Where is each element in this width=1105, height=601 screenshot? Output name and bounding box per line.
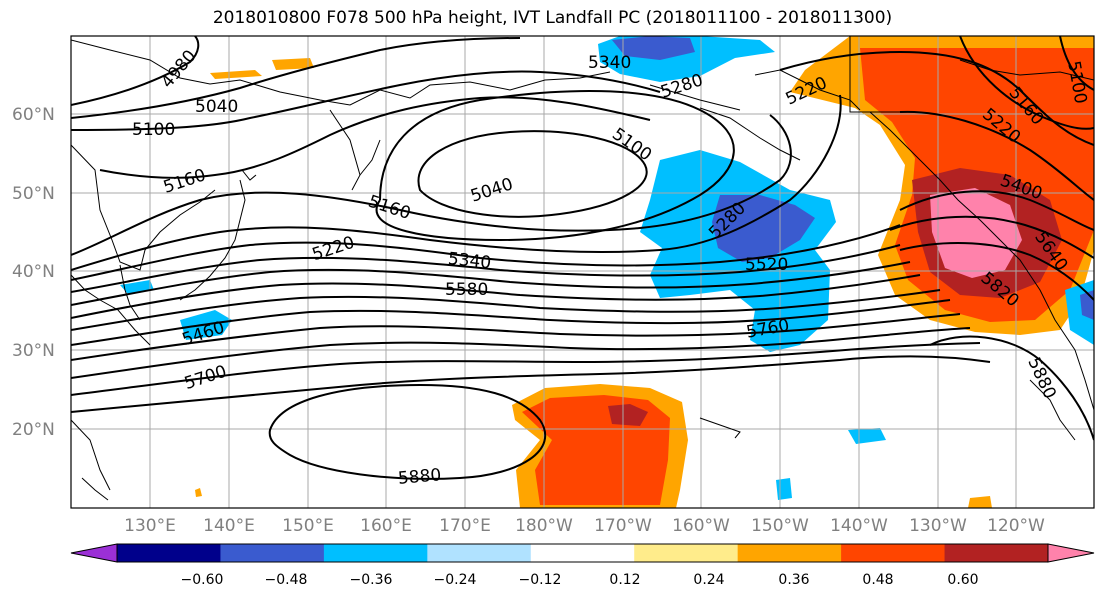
colorbar-labels: −0.60 −0.48 −0.36 −0.24 −0.12 0.12 0.24 … — [181, 572, 979, 588]
lat-label: 50°N — [12, 184, 55, 204]
colorbar-segment — [634, 544, 739, 562]
colorbar-tick-label: 0.24 — [693, 572, 724, 588]
lon-label: 180°W — [515, 516, 573, 536]
colorbar-segment — [117, 544, 221, 562]
lon-label: 130°E — [124, 516, 176, 536]
lon-label: 150°E — [282, 516, 334, 536]
contour-label: 5880 — [397, 465, 442, 489]
contour-label: 5580 — [445, 280, 488, 300]
lon-label: 170°W — [594, 516, 652, 536]
colorbar-tick-label: −0.24 — [434, 572, 477, 588]
lat-label: 60°N — [12, 105, 55, 125]
colorbar-tick-label: −0.12 — [519, 572, 562, 588]
colorbar-tick-label: −0.60 — [181, 572, 224, 588]
lat-label: 20°N — [12, 420, 55, 440]
map-frame — [70, 35, 1095, 509]
contour-label: 5520 — [745, 255, 788, 275]
contour-label: 5340 — [588, 53, 631, 73]
colorbar-tick-label: 0.12 — [609, 572, 640, 588]
lat-label: 40°N — [12, 262, 55, 282]
colorbar-segment — [737, 544, 842, 562]
colorbar-segment — [841, 544, 946, 562]
colorbar-segment — [427, 544, 532, 562]
lon-label: 140°E — [203, 516, 255, 536]
colorbar — [70, 543, 1095, 563]
contour-label: 5340 — [447, 249, 492, 273]
contour-label: 5100 — [132, 120, 175, 140]
colorbar-segment — [530, 544, 635, 562]
lat-label: 30°N — [12, 341, 55, 361]
colorbar-segment — [323, 544, 428, 562]
lon-label: 170°E — [439, 516, 491, 536]
contour-label: 5040 — [195, 97, 238, 117]
colorbar-tick-label: 0.60 — [947, 572, 978, 588]
longitude-labels: 130°E 140°E 150°E 160°E 170°E 180°W 170°… — [124, 516, 1045, 536]
colorbar-tick-label: −0.48 — [265, 572, 308, 588]
colorbar-tick-label: −0.36 — [350, 572, 393, 588]
colorbar-tick-label: 0.48 — [862, 572, 893, 588]
colorbar-segment — [944, 544, 1049, 562]
colorbar-extend-high — [1047, 543, 1095, 563]
colorbar-outline — [116, 543, 1049, 563]
colorbar-segment — [220, 544, 325, 562]
height-contours — [71, 36, 1094, 480]
lon-label: 120°W — [987, 516, 1045, 536]
colorbar-tick-label: 0.36 — [778, 572, 809, 588]
lon-label: 140°W — [830, 516, 888, 536]
colorbar-extend-low — [70, 543, 118, 563]
chart-title: 2018010800 F078 500 hPa height, IVT Land… — [212, 8, 893, 28]
lon-label: 150°W — [751, 516, 809, 536]
ivt-positive-shading — [195, 36, 1094, 508]
lon-label: 160°E — [360, 516, 412, 536]
latitude-labels: 60°N 50°N 40°N 30°N 20°N — [12, 105, 55, 440]
lon-label: 160°W — [672, 516, 730, 536]
lon-label: 130°W — [909, 516, 967, 536]
